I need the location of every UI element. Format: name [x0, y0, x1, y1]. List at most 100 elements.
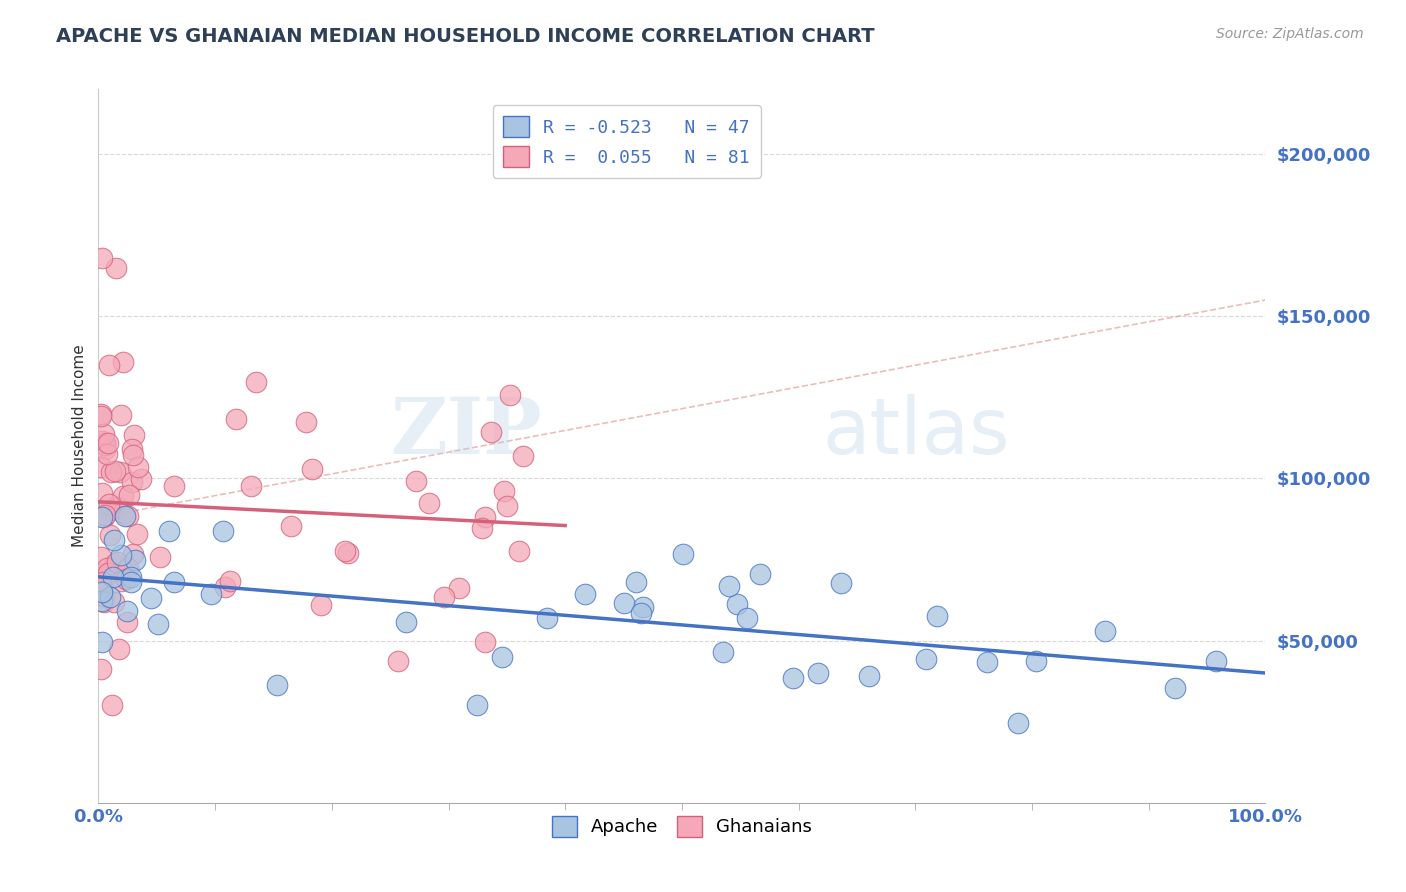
Point [101, 698, 124, 713]
Point [225, 412, 247, 426]
Point [336, 546, 359, 560]
Point [418, 496, 440, 510]
Point [1164, 681, 1187, 695]
Point [93, 435, 115, 450]
Point [162, 479, 184, 493]
Point [672, 548, 695, 562]
Point [90, 407, 112, 421]
Point [98, 497, 121, 511]
Point [91, 593, 114, 607]
Point [94, 508, 117, 523]
Point [93, 509, 115, 524]
Point [200, 586, 222, 600]
Point [90, 662, 112, 676]
Point [112, 506, 135, 520]
Point [90, 409, 112, 423]
Point [97, 566, 120, 580]
Point [725, 597, 748, 611]
Point [122, 547, 145, 561]
Point [103, 558, 125, 572]
Point [90, 584, 112, 599]
Point [240, 479, 263, 493]
Point [110, 409, 132, 423]
Point [394, 615, 416, 629]
Point [245, 375, 267, 389]
Point [98, 527, 121, 541]
Point [491, 649, 513, 664]
Point [163, 575, 186, 590]
Text: APACHE VS GHANAIAN MEDIAN HOUSEHOLD INCOME CORRELATION CHART: APACHE VS GHANAIAN MEDIAN HOUSEHOLD INCO… [56, 27, 875, 45]
Point [717, 579, 740, 593]
Point [90, 635, 112, 649]
Point [280, 519, 302, 533]
Legend: Apache, Ghanaians: Apache, Ghanaians [544, 808, 820, 844]
Point [115, 604, 138, 618]
Point [114, 508, 136, 523]
Point [465, 698, 488, 712]
Point [118, 488, 141, 502]
Point [309, 599, 332, 613]
Point [94, 566, 117, 580]
Point [112, 355, 135, 369]
Point [925, 609, 948, 624]
Point [1007, 716, 1029, 731]
Point [387, 654, 409, 668]
Point [735, 611, 758, 625]
Y-axis label: Median Household Income: Median Household Income [72, 344, 87, 548]
Point [96, 561, 118, 575]
Point [107, 500, 129, 514]
Point [103, 595, 125, 609]
Point [110, 466, 132, 480]
Point [512, 450, 534, 464]
Text: ZIP: ZIP [391, 393, 541, 470]
Point [90, 459, 112, 474]
Point [103, 533, 125, 547]
Point [122, 428, 145, 442]
Point [613, 595, 636, 609]
Point [104, 464, 127, 478]
Point [90, 550, 112, 565]
Point [858, 669, 880, 683]
Point [121, 442, 143, 456]
Point [266, 678, 288, 692]
Point [574, 586, 596, 600]
Point [782, 671, 804, 685]
Point [711, 645, 734, 659]
Point [129, 471, 152, 485]
Point [830, 575, 852, 590]
Point [405, 474, 427, 488]
Point [100, 502, 122, 516]
Point [214, 580, 236, 594]
Point [471, 521, 494, 535]
Point [117, 560, 139, 574]
Point [91, 575, 114, 590]
Point [127, 460, 149, 475]
Point [114, 573, 136, 587]
Point [212, 524, 235, 539]
Point [121, 475, 143, 489]
Point [148, 616, 170, 631]
Point [295, 415, 318, 429]
Point [98, 359, 121, 373]
Point [124, 553, 146, 567]
Point [508, 544, 530, 558]
Point [499, 388, 522, 402]
Point [90, 485, 112, 500]
Point [104, 260, 127, 275]
Point [97, 436, 120, 450]
Point [115, 615, 138, 630]
Point [93, 427, 115, 442]
Point [976, 655, 998, 669]
Point [631, 600, 654, 615]
Point [120, 570, 142, 584]
Point [749, 566, 772, 581]
Point [100, 465, 122, 479]
Point [141, 591, 163, 606]
Point [120, 574, 142, 589]
Point [93, 595, 115, 609]
Point [94, 437, 117, 451]
Point [492, 484, 515, 499]
Point [447, 581, 470, 595]
Point [536, 610, 558, 624]
Point [914, 652, 936, 666]
